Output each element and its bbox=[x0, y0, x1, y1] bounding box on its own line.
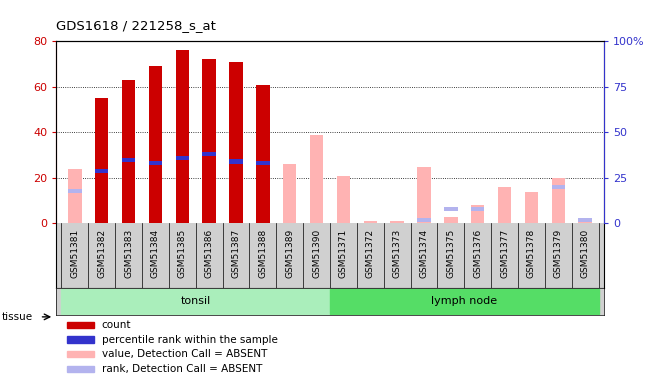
Bar bbox=[552, 178, 565, 224]
Text: GSM51383: GSM51383 bbox=[124, 229, 133, 278]
Text: GSM51377: GSM51377 bbox=[500, 229, 509, 278]
Bar bbox=[552, 185, 565, 189]
Text: lymph node: lymph node bbox=[431, 296, 498, 306]
Bar bbox=[67, 322, 94, 328]
Text: percentile rank within the sample: percentile rank within the sample bbox=[102, 334, 277, 345]
Text: GSM51381: GSM51381 bbox=[71, 229, 79, 278]
Text: GSM51379: GSM51379 bbox=[554, 229, 563, 278]
Bar bbox=[67, 366, 94, 372]
Bar bbox=[471, 205, 484, 224]
Text: rank, Detection Call = ABSENT: rank, Detection Call = ABSENT bbox=[102, 364, 262, 374]
Text: GSM51390: GSM51390 bbox=[312, 229, 321, 278]
Bar bbox=[444, 207, 457, 211]
Bar bbox=[310, 135, 323, 224]
Bar bbox=[444, 217, 457, 223]
Text: GSM51372: GSM51372 bbox=[366, 229, 375, 278]
Bar bbox=[578, 218, 592, 222]
Bar bbox=[176, 50, 189, 224]
Bar bbox=[95, 98, 108, 224]
Bar bbox=[148, 66, 162, 224]
Text: GSM51371: GSM51371 bbox=[339, 229, 348, 278]
Bar bbox=[148, 161, 162, 165]
Text: GSM51386: GSM51386 bbox=[205, 229, 214, 278]
Bar bbox=[67, 336, 94, 343]
Bar bbox=[498, 187, 512, 224]
Text: GSM51374: GSM51374 bbox=[420, 229, 428, 278]
Bar bbox=[203, 152, 216, 156]
Text: GSM51389: GSM51389 bbox=[285, 229, 294, 278]
Bar bbox=[68, 169, 82, 224]
Bar bbox=[330, 289, 599, 314]
Bar bbox=[391, 221, 404, 224]
Text: GSM51385: GSM51385 bbox=[178, 229, 187, 278]
Text: GSM51387: GSM51387 bbox=[232, 229, 240, 278]
Bar bbox=[525, 192, 538, 224]
Text: GSM51376: GSM51376 bbox=[473, 229, 482, 278]
Bar bbox=[61, 289, 330, 314]
Bar bbox=[95, 169, 108, 172]
Bar bbox=[364, 221, 377, 224]
Text: GSM51382: GSM51382 bbox=[97, 229, 106, 278]
Bar bbox=[471, 207, 484, 211]
Text: count: count bbox=[102, 320, 131, 330]
Bar bbox=[417, 218, 431, 222]
Text: GSM51375: GSM51375 bbox=[446, 229, 455, 278]
Text: GSM51384: GSM51384 bbox=[151, 229, 160, 278]
Bar bbox=[578, 219, 592, 224]
Bar bbox=[283, 164, 296, 224]
Bar bbox=[229, 159, 243, 164]
Bar bbox=[337, 176, 350, 223]
Bar bbox=[417, 166, 431, 224]
Bar bbox=[68, 189, 82, 193]
Text: GSM51380: GSM51380 bbox=[581, 229, 589, 278]
Bar bbox=[122, 80, 135, 224]
Bar bbox=[122, 158, 135, 162]
Bar bbox=[256, 161, 269, 165]
Text: GSM51388: GSM51388 bbox=[258, 229, 267, 278]
Bar bbox=[229, 62, 243, 223]
Text: tissue: tissue bbox=[2, 312, 33, 322]
Bar bbox=[256, 84, 269, 224]
Text: GSM51373: GSM51373 bbox=[393, 229, 402, 278]
Bar bbox=[176, 156, 189, 160]
Bar bbox=[67, 351, 94, 357]
Text: tonsil: tonsil bbox=[181, 296, 211, 306]
Text: GSM51378: GSM51378 bbox=[527, 229, 536, 278]
Text: GDS1618 / 221258_s_at: GDS1618 / 221258_s_at bbox=[56, 19, 216, 32]
Bar bbox=[203, 60, 216, 223]
Text: value, Detection Call = ABSENT: value, Detection Call = ABSENT bbox=[102, 349, 267, 359]
